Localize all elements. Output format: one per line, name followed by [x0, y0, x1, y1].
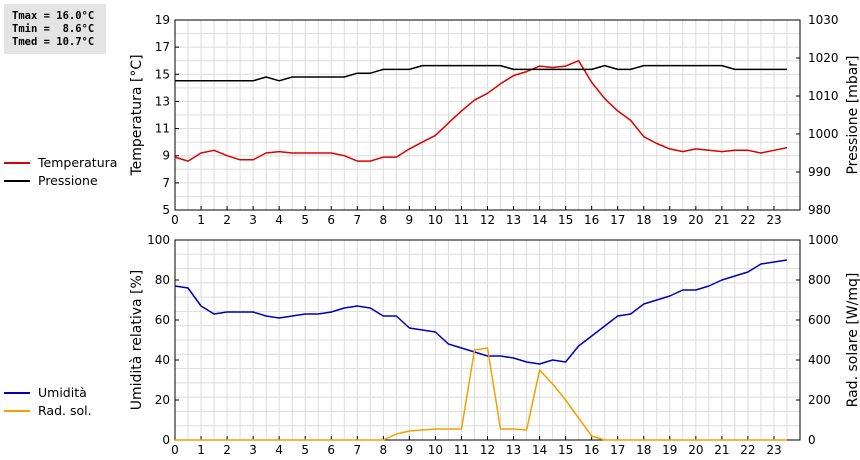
top-y-tick-label: 17	[155, 40, 170, 54]
top-x-tick-label: 9	[406, 213, 414, 227]
top-y2-axis-label: Pressione [mbar]	[845, 55, 860, 174]
bottom-x-tick-label: 23	[766, 443, 781, 457]
top-x-tick-label: 11	[454, 213, 469, 227]
top-y-tick-label: 15	[155, 67, 170, 81]
bottom-y2-tick-label: 400	[808, 353, 831, 367]
bottom-x-tick-label: 14	[532, 443, 547, 457]
stats-box: Tmax = 16.0°C Tmin = 8.6°C Tmed = 10.7°C	[4, 4, 106, 54]
top-x-tick-label: 19	[662, 213, 677, 227]
series-line-pressione	[175, 64, 787, 82]
legend-label-rad-sol: Rad. sol.	[38, 403, 92, 418]
bottom-x-tick-label: 17	[610, 443, 625, 457]
bottom-y-tick-label: 80	[155, 273, 170, 287]
bottom-x-tick-label: 0	[171, 443, 179, 457]
top-x-tick-label: 10	[428, 213, 443, 227]
top-x-tick-label: 3	[249, 213, 257, 227]
top-y-tick-label: 7	[162, 176, 170, 190]
top-panel: 0 1 2 3 4 5 6 7 8 9 10 11 12 13 14 15 16 17 18 19 20 21 22 2357…	[129, 13, 860, 227]
tmed-text: Tmed = 10.7°C	[12, 36, 95, 48]
bottom-y2-tick-label: 600	[808, 313, 831, 327]
top-y2-tick-label: 990	[808, 165, 831, 179]
bottom-x-tick-label: 21	[714, 443, 729, 457]
top-x-tick-label: 14	[532, 213, 547, 227]
top-y2-tick-label: 1000	[808, 127, 839, 141]
bottom-y-tick-label: 40	[155, 353, 170, 367]
legend-label-umidita: Umidità	[38, 385, 87, 400]
bottom-x-tick-label: 8	[380, 443, 388, 457]
top-y-axis-label: Temperatura [°C]	[129, 54, 145, 176]
bottom-x-tick-label: 1	[197, 443, 205, 457]
top-x-tick-label: 20	[688, 213, 703, 227]
top-y2-tick-label: 1020	[808, 51, 839, 65]
bottom-y2-tick-label: 200	[808, 393, 831, 407]
bottom-x-tick-label: 19	[662, 443, 677, 457]
top-x-tick-label: 1	[197, 213, 205, 227]
bottom-y-axis-label: Umidità relativa [%]	[129, 270, 145, 411]
top-y-tick-label: 13	[155, 94, 170, 108]
top-x-tick-label: 5	[301, 213, 309, 227]
top-y-tick-label: 19	[155, 13, 170, 27]
top-y-tick-label: 5	[162, 203, 170, 217]
legend-label-temperatura: Temperatura	[38, 155, 118, 170]
bottom-x-tick-label: 5	[301, 443, 309, 457]
legend-swatch-pressione	[4, 180, 30, 182]
top-y-tick-label: 11	[155, 122, 170, 136]
top-x-tick-label: 7	[353, 213, 361, 227]
top-x-tick-label: 21	[714, 213, 729, 227]
bottom-x-tick-label: 22	[740, 443, 755, 457]
bottom-x-tick-label: 15	[558, 443, 573, 457]
top-y2-tick-label: 1030	[808, 13, 839, 27]
legend-swatch-temperatura	[4, 162, 30, 164]
top-x-tick-label: 15	[558, 213, 573, 227]
top-y2-tick-label: 1010	[808, 89, 839, 103]
top-x-tick-label: 17	[610, 213, 625, 227]
top-x-tick-label: 2	[223, 213, 231, 227]
top-x-tick-label: 12	[480, 213, 495, 227]
legend-label-pressione: Pressione	[38, 173, 98, 188]
top-x-tick-label: 18	[636, 213, 651, 227]
series-line-temperatura	[174, 59, 788, 162]
top-x-tick-label: 16	[584, 213, 599, 227]
top-x-tick-label: 13	[506, 213, 521, 227]
top-y2-tick-label: 980	[808, 203, 831, 217]
bottom-panel: 0 1 2 3 4 5 6 7 8 9 10 11 12 13 14 15 16 17 18 19 20 21 22 2302…	[129, 233, 860, 457]
bottom-x-tick-label: 4	[275, 443, 283, 457]
bottom-y-tick-label: 60	[155, 313, 170, 327]
bottom-x-tick-label: 11	[454, 443, 469, 457]
legend-swatch-umidita	[4, 392, 30, 394]
series-line-umidit	[174, 259, 788, 365]
bottom-x-tick-label: 2	[223, 443, 231, 457]
bottom-y2-axis-label: Rad. solare [W/mq]	[845, 273, 860, 408]
bottom-x-tick-label: 6	[327, 443, 335, 457]
bottom-x-tick-label: 18	[636, 443, 651, 457]
top-x-tick-label: 23	[766, 213, 781, 227]
top-y-tick-label: 9	[162, 149, 170, 163]
bottom-y2-tick-label: 800	[808, 273, 831, 287]
bottom-x-tick-label: 16	[584, 443, 599, 457]
bottom-y2-tick-label: 1000	[808, 233, 839, 247]
bottom-x-tick-label: 9	[406, 443, 414, 457]
bottom-x-tick-label: 3	[249, 443, 257, 457]
tmin-text: Tmin = 8.6°C	[12, 23, 95, 35]
bottom-x-tick-label: 12	[480, 443, 495, 457]
legend-swatch-rad-sol	[4, 410, 30, 412]
top-x-tick-label: 6	[327, 213, 335, 227]
bottom-y-tick-label: 20	[155, 393, 170, 407]
bottom-y-tick-label: 0	[162, 433, 170, 447]
bottom-x-tick-label: 10	[428, 443, 443, 457]
series-line-rad-sol	[175, 347, 787, 441]
bottom-x-tick-label: 13	[506, 443, 521, 457]
top-x-tick-label: 0	[171, 213, 179, 227]
bottom-x-tick-label: 20	[688, 443, 703, 457]
top-x-tick-label: 22	[740, 213, 755, 227]
tmax-text: Tmax = 16.0°C	[12, 10, 95, 22]
top-x-tick-label: 8	[380, 213, 388, 227]
bottom-x-tick-label: 7	[353, 443, 361, 457]
top-x-tick-label: 4	[275, 213, 283, 227]
bottom-y2-tick-label: 0	[808, 433, 816, 447]
bottom-y-tick-label: 100	[147, 233, 170, 247]
